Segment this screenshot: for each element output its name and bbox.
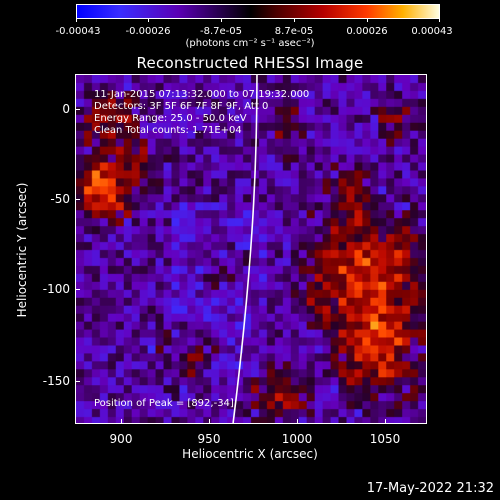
- colorbar-tick-label: 0.00026: [346, 26, 388, 37]
- y-tick: [75, 199, 80, 200]
- x-axis-label: Heliocentric X (arcsec): [182, 447, 318, 461]
- info-time-range: 11-Jan-2015 07:13:32.000 to 07:19:32.000: [94, 89, 310, 100]
- colorbar-tick: [221, 18, 222, 22]
- y-tick-label: 0: [62, 102, 70, 116]
- x-tick: [209, 419, 210, 424]
- colorbar: [76, 4, 440, 19]
- colorbar-tick: [439, 18, 440, 22]
- y-tick-label: -50: [50, 192, 70, 206]
- colorbar-tick: [76, 18, 77, 22]
- colorbar-units: (photons cm⁻² s⁻¹ asec⁻²): [185, 38, 315, 49]
- y-axis-label: Heliocentric Y (arcsec): [15, 182, 29, 318]
- colorbar-tick: [367, 18, 368, 22]
- x-tick-label: 950: [197, 432, 221, 446]
- colorbar-tick-label: 0.00043: [411, 26, 453, 37]
- y-tick: [75, 289, 80, 290]
- y-tick-label: -100: [42, 282, 70, 296]
- x-tick: [297, 419, 298, 424]
- colorbar-tick-label: -0.00026: [125, 26, 171, 37]
- timestamp: 17-May-2022 21:32: [366, 481, 494, 496]
- info-energy-range: Energy Range: 25.0 - 50.0 keV: [94, 113, 247, 124]
- colorbar-tick-label: 8.7e-05: [274, 26, 314, 37]
- image-plot: 11-Jan-2015 07:13:32.000 to 07:19:32.000…: [75, 74, 427, 424]
- info-method-counts: Clean Total counts: 1.71E+04: [94, 125, 242, 136]
- colorbar-tick: [294, 18, 295, 22]
- x-tick-label: 900: [109, 432, 133, 446]
- y-tick-label: -150: [42, 374, 70, 388]
- y-tick: [75, 381, 80, 382]
- colorbar-tick-label: -8.7e-05: [200, 26, 242, 37]
- x-tick-label: 1000: [281, 432, 313, 446]
- colorbar-tick-label: -0.00043: [55, 26, 101, 37]
- x-tick: [385, 419, 386, 424]
- info-detectors: Detectors: 3F 5F 6F 7F 8F 9F, Att 0: [94, 101, 269, 112]
- colorbar-tick: [148, 18, 149, 22]
- solar-limb: [232, 75, 258, 423]
- x-tick: [121, 419, 122, 424]
- solar-limb-line: [232, 75, 258, 423]
- x-tick-label: 1050: [369, 432, 401, 446]
- y-tick: [75, 109, 80, 110]
- plot-title: Reconstructed RHESSI Image: [136, 54, 364, 72]
- info-peak-position: Position of Peak = [892,-34]: [94, 398, 234, 409]
